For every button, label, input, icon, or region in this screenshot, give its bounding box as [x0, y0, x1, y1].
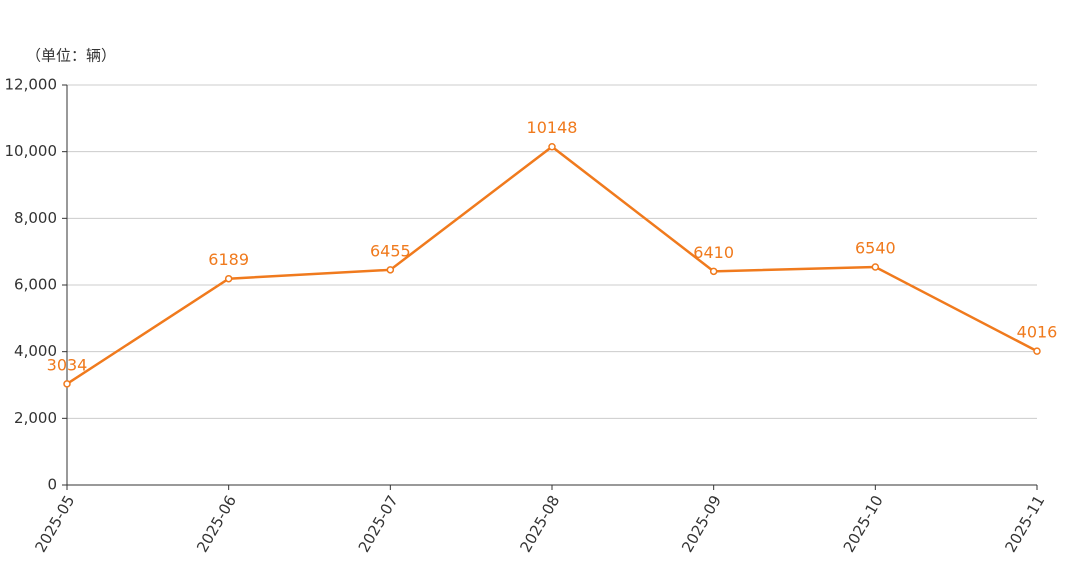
data-label: 6410	[693, 243, 734, 262]
x-tick-label: 2025-08	[516, 492, 563, 555]
x-tick-label: 2025-09	[678, 492, 725, 555]
point	[871, 263, 880, 271]
point	[63, 380, 71, 388]
x-tick-label: 2025-11	[1001, 492, 1048, 555]
data-label: 10148	[527, 118, 578, 137]
y-tick-label: 4,000	[14, 342, 57, 360]
data-label: 3034	[47, 355, 88, 374]
y-axis-label: （单位：辆）	[26, 47, 116, 65]
data-label: 4016	[1017, 323, 1058, 342]
data-label: 6189	[208, 250, 249, 269]
point	[224, 274, 233, 283]
x-tick-label: 2025-07	[355, 492, 402, 555]
y-tick-label: 8,000	[14, 209, 57, 227]
y-tick-label: 12,000	[5, 76, 58, 94]
y-tick-label: 10,000	[5, 142, 58, 160]
y-tick-label: 6,000	[14, 276, 57, 294]
point	[548, 142, 556, 151]
x-tick-label: 2025-10	[840, 492, 887, 555]
y-tick-label: 2,000	[14, 409, 57, 427]
point	[1033, 347, 1041, 355]
data-label: 6540	[855, 239, 896, 258]
x-tick-label: 2025-06	[193, 492, 240, 555]
y-tick-label: 0	[47, 476, 57, 494]
point	[709, 267, 718, 276]
data-label: 6455	[370, 241, 411, 260]
point	[386, 266, 395, 274]
x-tick-label: 2025-05	[31, 492, 78, 555]
